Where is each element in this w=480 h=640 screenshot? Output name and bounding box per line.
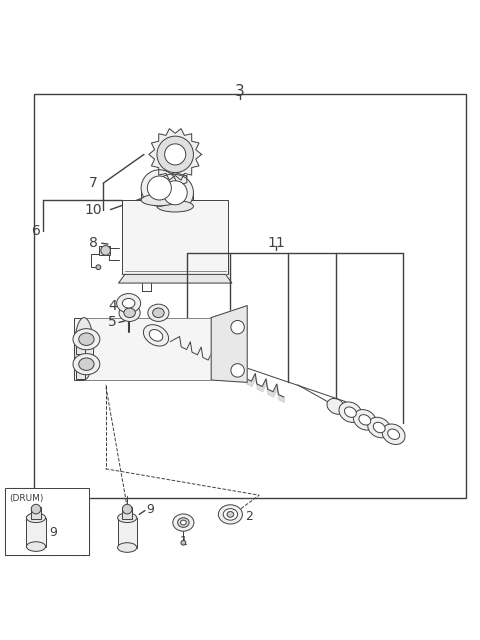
Ellipse shape (141, 195, 178, 205)
Ellipse shape (180, 520, 186, 525)
Bar (34, 94, 466, 498)
Ellipse shape (149, 330, 163, 341)
Ellipse shape (73, 353, 100, 375)
Circle shape (231, 364, 244, 377)
Text: 9: 9 (146, 503, 154, 516)
Text: 6: 6 (32, 224, 40, 238)
Bar (118, 518, 137, 547)
Bar (31, 507, 41, 518)
Text: 4: 4 (108, 299, 117, 312)
Bar (76, 364, 85, 378)
Polygon shape (211, 306, 247, 382)
Ellipse shape (339, 402, 362, 422)
Ellipse shape (327, 399, 345, 414)
Text: 11: 11 (267, 236, 285, 250)
Ellipse shape (173, 514, 194, 531)
Bar (5, 488, 89, 555)
Bar (99, 246, 110, 255)
Text: 8: 8 (89, 236, 98, 250)
Text: 9: 9 (49, 525, 57, 539)
Circle shape (165, 144, 186, 165)
Circle shape (181, 540, 186, 545)
Ellipse shape (359, 415, 371, 425)
Ellipse shape (79, 358, 94, 371)
Ellipse shape (353, 410, 376, 430)
Ellipse shape (153, 308, 164, 317)
Text: 10: 10 (85, 203, 102, 216)
Ellipse shape (218, 505, 242, 524)
Ellipse shape (368, 417, 391, 438)
Ellipse shape (141, 170, 178, 206)
Ellipse shape (157, 175, 193, 211)
Ellipse shape (74, 317, 94, 380)
Bar (76, 339, 85, 353)
Bar (122, 507, 132, 518)
Bar (122, 200, 228, 275)
Ellipse shape (122, 298, 135, 308)
Circle shape (96, 265, 101, 269)
Polygon shape (164, 173, 187, 186)
Circle shape (157, 136, 193, 173)
Polygon shape (149, 129, 202, 180)
Ellipse shape (144, 324, 168, 346)
Text: 1: 1 (180, 535, 187, 548)
Ellipse shape (373, 422, 385, 433)
Ellipse shape (227, 511, 234, 517)
Ellipse shape (157, 200, 193, 212)
Ellipse shape (345, 407, 356, 417)
Text: 7: 7 (89, 176, 98, 190)
Ellipse shape (118, 543, 137, 552)
Ellipse shape (163, 180, 187, 205)
Ellipse shape (148, 304, 169, 321)
Ellipse shape (73, 329, 100, 349)
Circle shape (231, 321, 244, 334)
Ellipse shape (118, 513, 137, 522)
Ellipse shape (382, 424, 405, 445)
Ellipse shape (178, 518, 189, 527)
Ellipse shape (117, 294, 141, 313)
Ellipse shape (223, 509, 238, 520)
Circle shape (122, 504, 132, 514)
Ellipse shape (26, 541, 46, 551)
Ellipse shape (79, 333, 94, 346)
Text: (DRUM): (DRUM) (10, 494, 44, 503)
Text: 5: 5 (108, 316, 117, 330)
Ellipse shape (26, 513, 46, 522)
Text: 3: 3 (235, 84, 245, 99)
Circle shape (101, 246, 110, 255)
Circle shape (31, 504, 41, 514)
Bar (74, 317, 221, 380)
Bar (5, 488, 89, 555)
Ellipse shape (147, 176, 171, 200)
Bar (26, 518, 46, 547)
Ellipse shape (119, 304, 140, 321)
Polygon shape (119, 275, 232, 283)
Ellipse shape (388, 429, 399, 440)
Ellipse shape (124, 308, 135, 317)
Text: 2: 2 (245, 510, 252, 524)
